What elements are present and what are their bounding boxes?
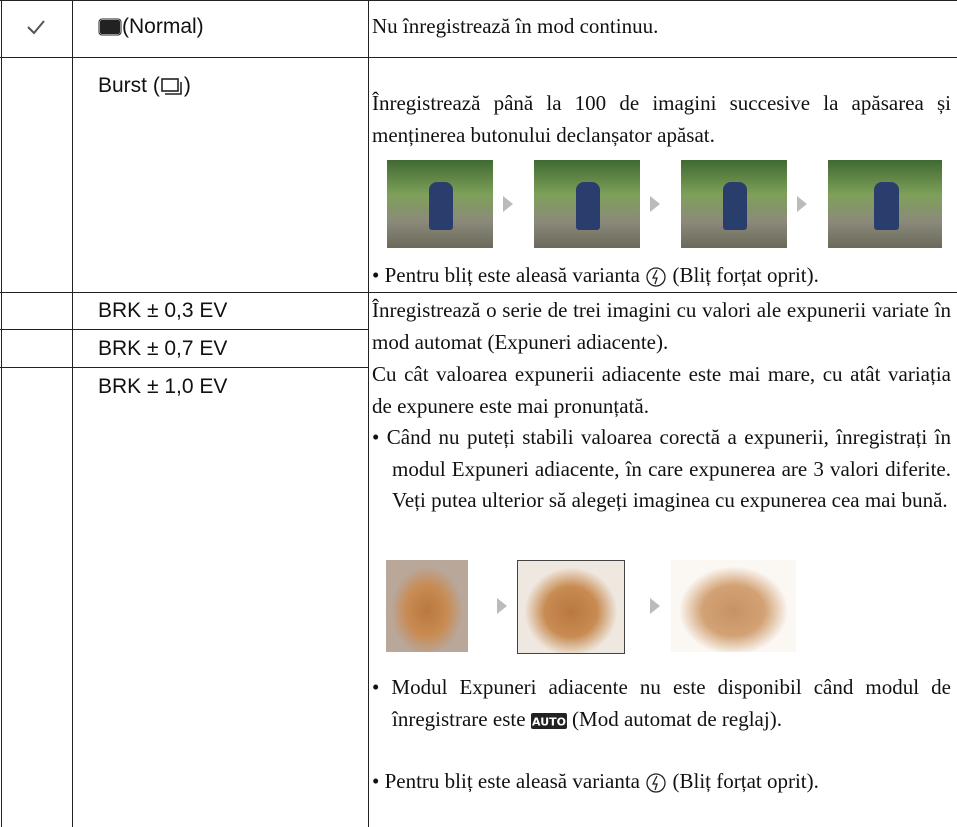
check-icon [27,20,45,35]
option: (Normal) [98,15,204,39]
photo [386,560,468,652]
arrow [497,598,507,614]
border [1,0,2,827]
note-text: (Mod automat de reglaj). [572,706,782,731]
auto-icon: AUTO [530,712,567,729]
flash-off-icon [646,773,666,793]
border [368,0,369,827]
description: Înregistrează până la 100 de imagini suc… [372,91,951,147]
description: Nu înregistrează în mod continuu. [372,14,659,38]
normal-icon [98,18,122,36]
note-text: (Bliț forțat oprit). [672,263,819,287]
paragraph: Înregistrează o serie de trei imagini cu… [372,298,951,354]
note: • Pentru bliț este aleasă varianta (Bliț… [372,260,819,292]
svg-text:AUTO: AUTO [532,715,566,728]
note-text: • Modul Expuneri adiacente nu este dispo… [372,675,951,731]
arrow [797,196,807,212]
photo [671,560,796,652]
photo [681,160,787,248]
option: BRK ± 1,0 EV [98,375,228,398]
note-text: • Pentru bliț este aleasă varianta [372,263,640,287]
option: Burst () [98,74,191,98]
photo [517,560,625,654]
flash-off-icon [646,267,666,287]
option-text: Burst ( [98,74,160,97]
border [0,329,368,330]
border [0,57,957,58]
note: • Modul Expuneri adiacente nu este dispo… [372,672,951,735]
bullet: • Când nu puteți stabili valoarea corect… [372,425,951,512]
photo [828,160,942,248]
arrow [650,598,660,614]
burst-icon [161,78,182,96]
arrow [503,196,513,212]
border [72,0,73,827]
arrow [650,196,660,212]
note-text: • Pentru bliț este aleasă varianta [372,769,640,793]
note: • Pentru bliț este aleasă varianta (Bliț… [372,766,819,798]
border [0,367,368,368]
note-text: (Bliț forțat oprit). [672,769,819,793]
photo [534,160,640,248]
option: BRK ± 0,3 EV [98,299,228,322]
option-text: (Normal) [122,15,204,38]
option: BRK ± 0,7 EV [98,337,228,360]
photo [387,160,493,248]
option-text: ) [183,74,191,97]
border [0,0,957,1]
paragraph: Cu cât valoarea expunerii adiacente este… [372,362,951,418]
border [0,292,957,293]
